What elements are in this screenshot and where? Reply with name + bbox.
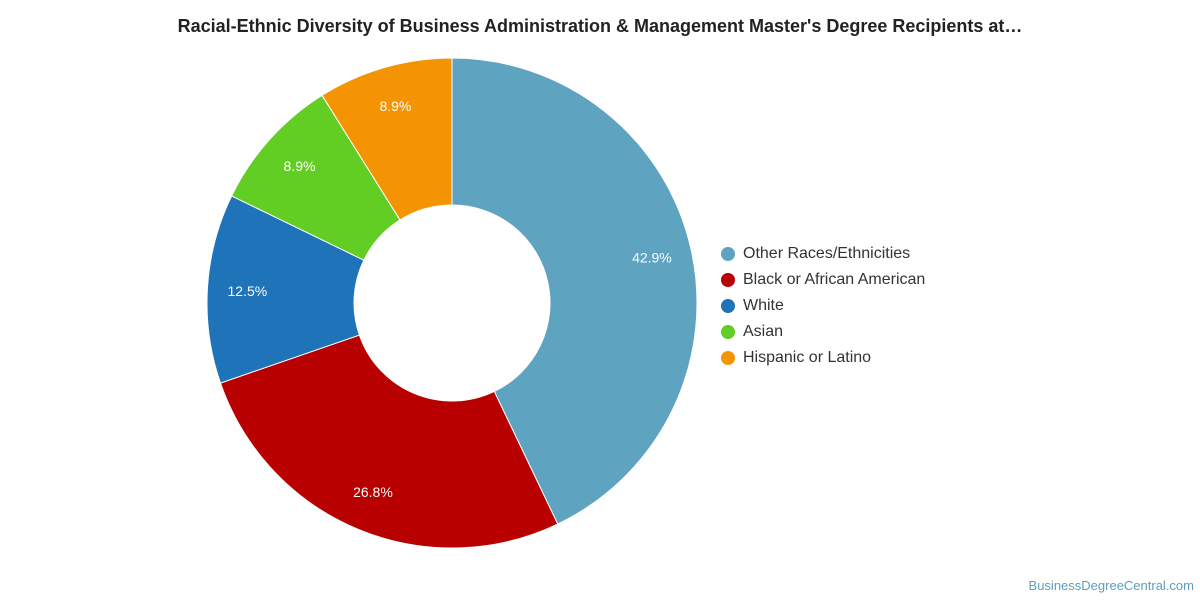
legend: Other Races/Ethnicities Black or African … bbox=[721, 241, 925, 371]
pie-slice-0 bbox=[451, 57, 698, 525]
legend-swatch-3 bbox=[721, 325, 735, 339]
slice-value-label-3: 8.9% bbox=[284, 158, 316, 174]
legend-label-4: Hispanic or Latino bbox=[743, 349, 872, 366]
legend-swatch-2 bbox=[721, 299, 735, 313]
legend-item-3[interactable]: Asian bbox=[721, 319, 925, 345]
legend-label-0: Other Races/Ethnicities bbox=[743, 245, 911, 262]
legend-swatch-4 bbox=[721, 351, 735, 365]
legend-swatch-1 bbox=[721, 273, 735, 287]
pie-slice-2 bbox=[206, 195, 365, 384]
legend-label-2: White bbox=[743, 297, 784, 314]
legend-label-1: Black or African American bbox=[743, 271, 926, 288]
legend-swatch-0 bbox=[721, 247, 735, 261]
watermark: BusinessDegreeCentral.com bbox=[1028, 578, 1194, 593]
legend-item-2[interactable]: White bbox=[721, 293, 925, 319]
legend-item-4[interactable]: Hispanic or Latino bbox=[721, 345, 925, 371]
slice-value-label-0: 42.9% bbox=[632, 250, 672, 266]
pie-slice-4 bbox=[321, 57, 453, 221]
pie-slice-1 bbox=[219, 334, 559, 549]
slice-value-label-2: 12.5% bbox=[228, 283, 268, 299]
legend-label-3: Asian bbox=[743, 323, 784, 340]
slice-value-label-4: 8.9% bbox=[379, 98, 411, 114]
legend-item-1[interactable]: Black or African American bbox=[721, 267, 925, 293]
chart-title: Racial-Ethnic Diversity of Business Admi… bbox=[177, 16, 1023, 36]
slice-value-label-1: 26.8% bbox=[353, 484, 393, 500]
legend-item-0[interactable]: Other Races/Ethnicities bbox=[721, 241, 925, 267]
